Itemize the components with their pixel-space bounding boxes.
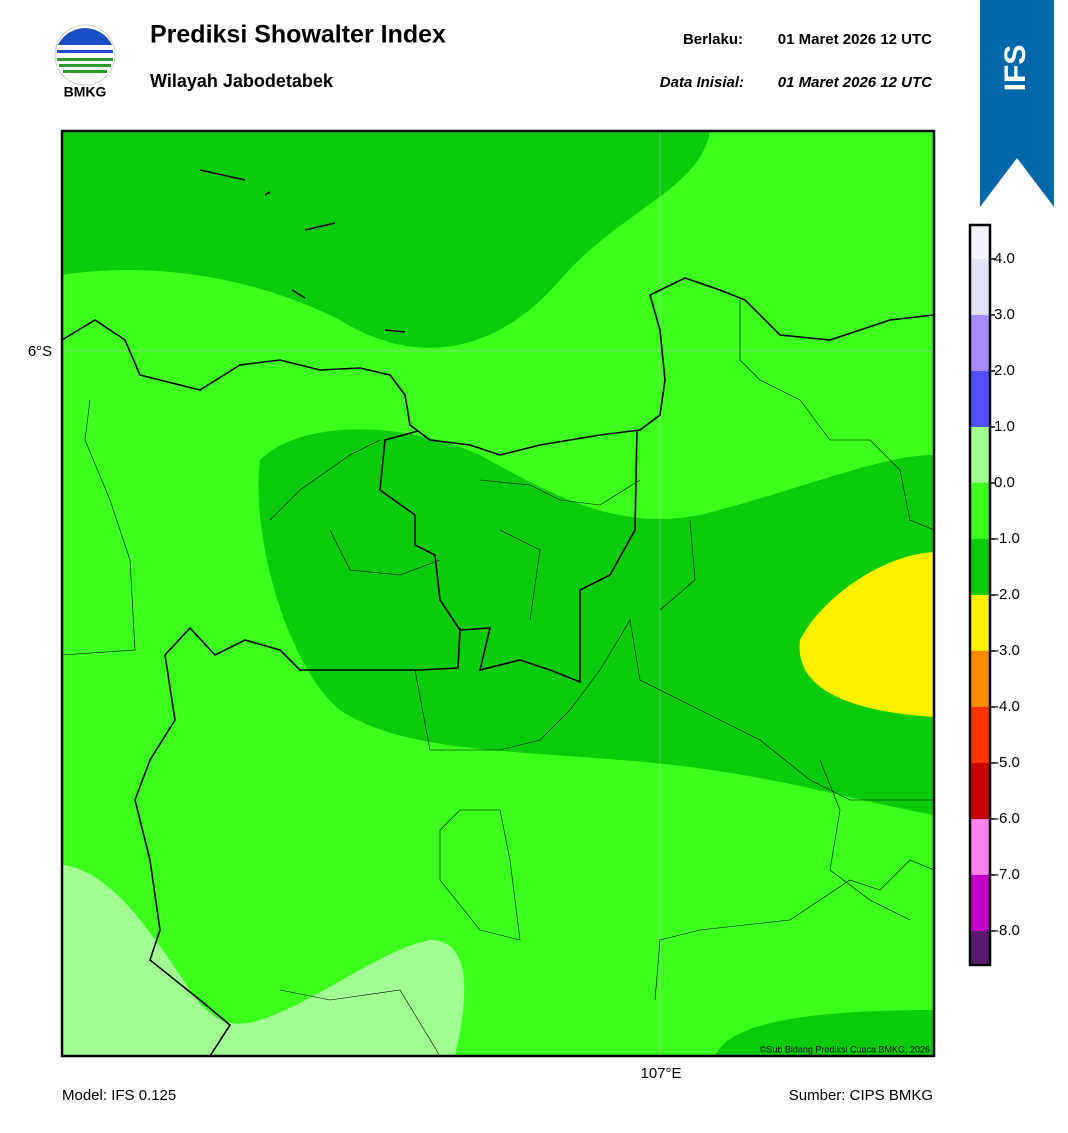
- ifs-ribbon: [980, 0, 1054, 207]
- lat-label: 6°S: [28, 343, 52, 360]
- colorbar-tick-label: 3.0: [994, 306, 1015, 323]
- colorbar-tick-label: -7.0: [994, 866, 1020, 883]
- colorbar-tick-label: -3.0: [994, 642, 1020, 659]
- ifs-tag: IFS: [999, 45, 1032, 92]
- colorbar-extend: [970, 931, 990, 965]
- init-time: 01 Maret 2026 12 UTC: [778, 74, 933, 91]
- footer-model: Model: IFS 0.125: [62, 1087, 176, 1104]
- colorbar-segment: [970, 595, 990, 651]
- colorbar-segment: [970, 707, 990, 763]
- colorbar-segment: [970, 763, 990, 819]
- valid-label: Berlaku:: [683, 31, 743, 48]
- lon-label: 107°E: [640, 1065, 681, 1082]
- colorbar-segment: [970, 539, 990, 595]
- colorbar-segment: [970, 483, 990, 539]
- colorbar-segment: [970, 651, 990, 707]
- colorbar-segment: [970, 259, 990, 315]
- colorbar-extend: [970, 225, 990, 259]
- colorbar-segment: [970, 819, 990, 875]
- logo: BMKG: [54, 24, 116, 100]
- colorbar: 4.0 3.0 2.0 1.0 0.0 -1.0 -2.0 -3.0 -4.0 -5.0 -6.0 -…: [968, 223, 1020, 967]
- colorbar-tick-label: -4.0: [994, 698, 1020, 715]
- colorbar-tick-label: -1.0: [994, 530, 1020, 547]
- colorbar-tick-label: -5.0: [994, 754, 1020, 771]
- subtitle: Wilayah Jabodetabek: [150, 71, 334, 91]
- colorbar-tick-label: 1.0: [994, 418, 1015, 435]
- title: Prediksi Showalter Index: [150, 21, 446, 49]
- init-label: Data Inisial:: [660, 74, 744, 91]
- valid-time: 01 Maret 2026 12 UTC: [778, 31, 932, 48]
- logo-text: BMKG: [64, 84, 107, 100]
- colorbar-tick-label: -6.0: [994, 810, 1020, 827]
- colorbar-segment: [970, 371, 990, 427]
- colorbar-segment: [970, 427, 990, 483]
- colorbar-tick-label: -8.0: [994, 922, 1020, 939]
- colorbar-tick-label: 4.0: [994, 250, 1015, 267]
- map-credit: ©Sub Bidang Prediksi Cuaca BMKG, 2026: [760, 1044, 930, 1054]
- map-frame: [60, 129, 936, 1058]
- colorbar-segment: [970, 875, 990, 931]
- footer-source: Sumber: CIPS BMKG: [789, 1087, 933, 1104]
- colorbar-tick-label: -2.0: [994, 586, 1020, 603]
- colorbar-tick-label: 2.0: [994, 362, 1015, 379]
- colorbar-tick-label: 0.0: [994, 474, 1015, 491]
- map-fill: [62, 131, 934, 1056]
- colorbar-segment: [970, 315, 990, 371]
